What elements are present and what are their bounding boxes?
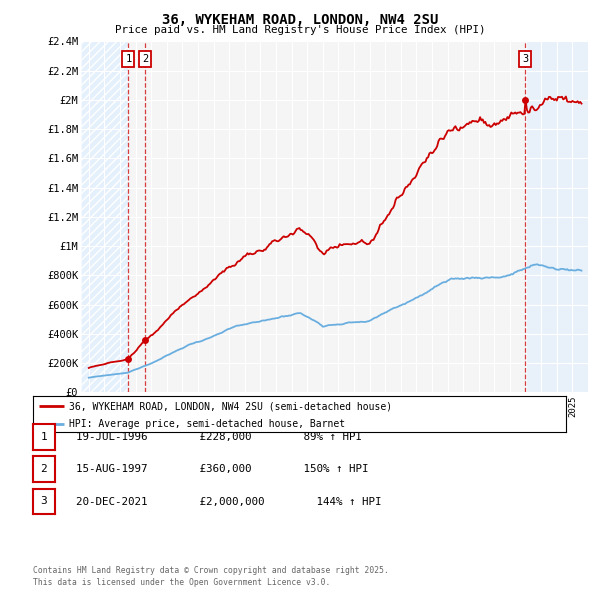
Bar xyxy=(525,41,588,392)
Text: 3: 3 xyxy=(40,497,47,506)
Text: 2: 2 xyxy=(40,464,47,474)
Bar xyxy=(81,41,128,392)
Text: 3: 3 xyxy=(522,54,528,64)
Text: 19-JUL-1996        £228,000        89% ↑ HPI: 19-JUL-1996 £228,000 89% ↑ HPI xyxy=(63,432,362,441)
Text: 36, WYKEHAM ROAD, LONDON, NW4 2SU (semi-detached house): 36, WYKEHAM ROAD, LONDON, NW4 2SU (semi-… xyxy=(69,401,392,411)
Text: 15-AUG-1997        £360,000        150% ↑ HPI: 15-AUG-1997 £360,000 150% ↑ HPI xyxy=(63,464,368,474)
Text: Price paid vs. HM Land Registry's House Price Index (HPI): Price paid vs. HM Land Registry's House … xyxy=(115,25,485,35)
Text: 1: 1 xyxy=(125,54,131,64)
Text: 2: 2 xyxy=(142,54,148,64)
Text: 20-DEC-2021        £2,000,000        144% ↑ HPI: 20-DEC-2021 £2,000,000 144% ↑ HPI xyxy=(63,497,382,506)
Bar xyxy=(81,41,128,392)
Text: HPI: Average price, semi-detached house, Barnet: HPI: Average price, semi-detached house,… xyxy=(69,419,346,429)
Text: Contains HM Land Registry data © Crown copyright and database right 2025.
This d: Contains HM Land Registry data © Crown c… xyxy=(33,566,389,587)
Text: 36, WYKEHAM ROAD, LONDON, NW4 2SU: 36, WYKEHAM ROAD, LONDON, NW4 2SU xyxy=(162,13,438,27)
Text: 1: 1 xyxy=(40,432,47,441)
